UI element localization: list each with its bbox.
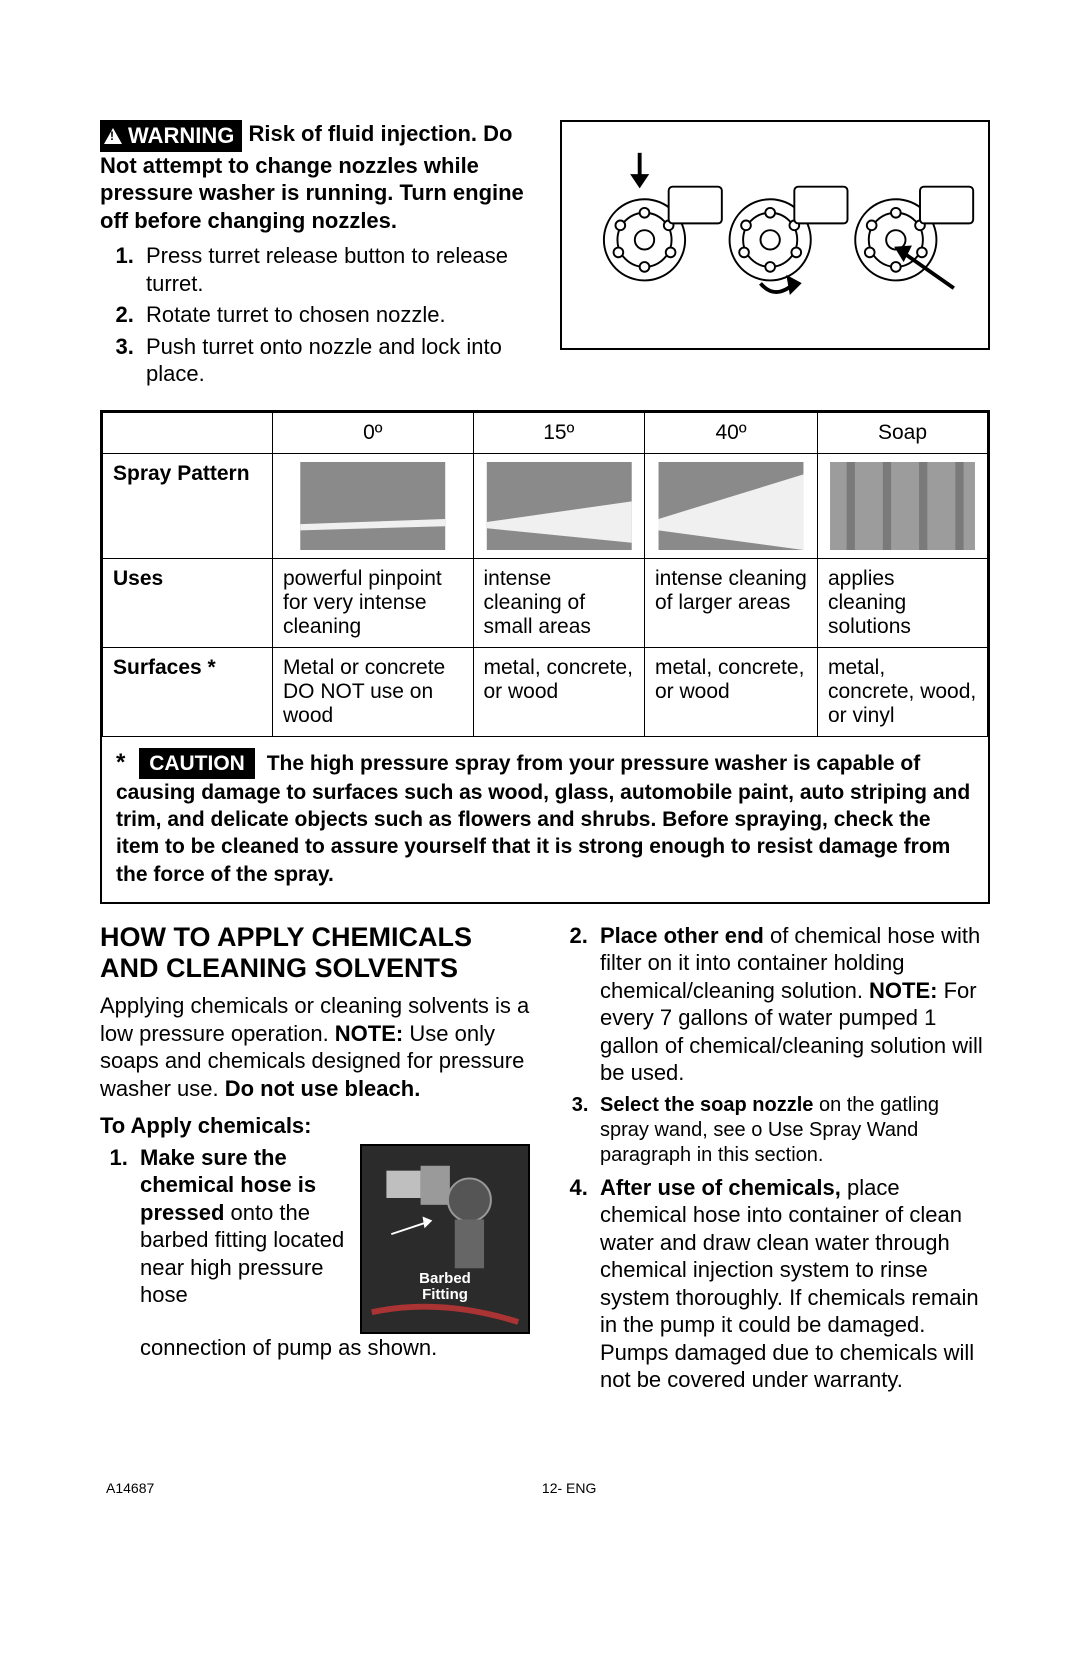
warning-triangle-icon <box>104 128 122 144</box>
apply-step-1: Make sure the chemical hose is pressed o… <box>134 1144 530 1362</box>
nozzle-header: 0º <box>273 412 474 453</box>
spray-pattern-15 <box>473 453 645 558</box>
warning-badge-text: WARNING <box>128 122 234 150</box>
page-footer: A14687 12- ENG <box>100 1480 990 1496</box>
section-title: HOW TO APPLY CHEMICALS AND CLEANING SOLV… <box>100 922 530 984</box>
apply-step-2: Place other end of chemical hose with fi… <box>594 922 990 1087</box>
spray-pattern-0 <box>273 453 474 558</box>
spray-pattern-40 <box>645 453 818 558</box>
warning-step: Rotate turret to chosen nozzle. <box>140 301 530 329</box>
uses-cell: intense cleaning of larger areas <box>645 558 818 647</box>
surfaces-cell: metal, concrete, wood, or vinyl <box>817 647 987 736</box>
chemicals-right-col: Place other end of chemical hose with fi… <box>560 918 990 1400</box>
manual-page: WARNING Risk of fluid injection. Do Not … <box>0 0 1080 1556</box>
surfaces-cell: metal, concrete, or wood <box>645 647 818 736</box>
row-label: Surfaces * <box>103 647 273 736</box>
surfaces-row: Surfaces * Metal or concrete DO NOT use … <box>103 647 988 736</box>
uses-row: Uses powerful pinpoint for very intense … <box>103 558 988 647</box>
turret-illustration <box>572 132 978 338</box>
uses-cell: powerful pinpoint for very intense clean… <box>273 558 474 647</box>
uses-cell: applies cleaning solutions <box>817 558 987 647</box>
table-header-row: 0º 15º 40º Soap <box>103 412 988 453</box>
apply-step-4: After use of chemicals, place chemical h… <box>594 1174 990 1394</box>
warning-badge: WARNING <box>100 120 242 152</box>
surfaces-cell: Metal or concrete DO NOT use on wood <box>273 647 474 736</box>
row-label: Spray Pattern <box>103 453 273 558</box>
nozzle-table: 0º 15º 40º Soap Spray Pattern <box>102 412 988 737</box>
apply-step-3: Select the soap nozzle on the gatling sp… <box>594 1093 990 1168</box>
apply-list-right: Place other end of chemical hose with fi… <box>560 922 990 1394</box>
caution-asterisk: * <box>116 747 125 778</box>
uses-cell: intense cleaning of small areas <box>473 558 645 647</box>
warning-steps: Press turret release button to release t… <box>100 242 530 388</box>
chemicals-section: HOW TO APPLY CHEMICALS AND CLEANING SOLV… <box>100 918 990 1400</box>
nozzle-header: Soap <box>817 412 987 453</box>
nozzle-header: 15º <box>473 412 645 453</box>
nozzle-table-box: 0º 15º 40º Soap Spray Pattern <box>100 410 990 904</box>
surfaces-cell: metal, concrete, or wood <box>473 647 645 736</box>
warning-step: Push turret onto nozzle and lock into pl… <box>140 333 530 388</box>
top-section: WARNING Risk of fluid injection. Do Not … <box>100 120 990 392</box>
warning-block: WARNING Risk of fluid injection. Do Not … <box>100 120 530 392</box>
spray-pattern-soap <box>817 453 987 558</box>
chemicals-left-col: HOW TO APPLY CHEMICALS AND CLEANING SOLV… <box>100 918 530 1400</box>
chemicals-intro: Applying chemicals or cleaning solvents … <box>100 992 530 1102</box>
warning-step: Press turret release button to release t… <box>140 242 530 297</box>
nozzle-header: 40º <box>645 412 818 453</box>
spray-pattern-row: Spray Pattern <box>103 453 988 558</box>
barbed-fitting-label: Barbed Fitting <box>404 1271 487 1304</box>
turret-figure <box>560 120 990 350</box>
apply-list-left: Make sure the chemical hose is pressed o… <box>100 1144 530 1362</box>
caution-block: * CAUTION The high pressure spray from y… <box>102 737 988 902</box>
apply-subhead: To Apply chemicals: <box>100 1112 530 1140</box>
barbed-fitting-figure: Barbed Fitting <box>360 1144 530 1334</box>
caution-badge: CAUTION <box>139 748 255 779</box>
row-label: Uses <box>103 558 273 647</box>
footer-center: 12- ENG <box>542 1480 596 1496</box>
footer-left: A14687 <box>106 1480 154 1496</box>
